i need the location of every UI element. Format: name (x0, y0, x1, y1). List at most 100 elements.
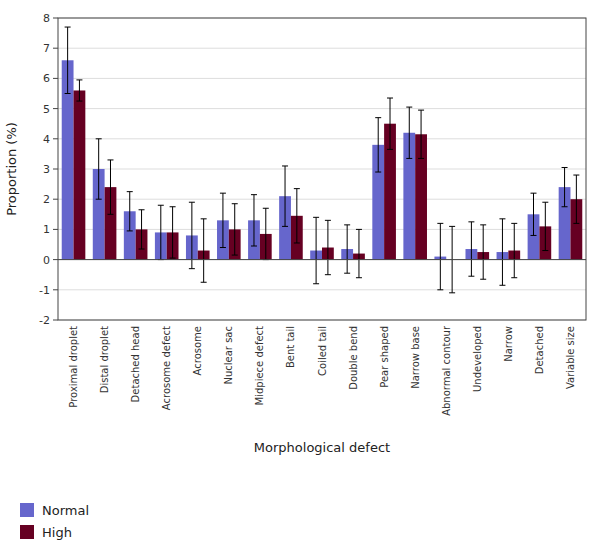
error-cap (387, 149, 393, 150)
error-cap (127, 191, 133, 192)
error-line (316, 217, 317, 283)
error-cap (158, 205, 164, 206)
error-bar (480, 225, 486, 279)
error-cap (76, 79, 82, 80)
series-group (62, 27, 571, 290)
x-tick-label: Nuclear sac (223, 326, 234, 385)
x-tick-label: Proximal droplet (68, 326, 79, 408)
error-cap (573, 175, 579, 176)
error-line (347, 225, 348, 273)
error-cap (406, 158, 412, 159)
error-bar (313, 217, 319, 283)
error-bar (189, 202, 195, 268)
error-bar (406, 107, 412, 158)
error-cap (499, 285, 505, 286)
error-line (421, 110, 422, 158)
error-line (576, 175, 577, 223)
error-bar (542, 202, 548, 250)
y-tick (53, 289, 58, 290)
error-cap (449, 292, 455, 293)
x-tick-label: Variable size (565, 326, 576, 389)
error-cap (251, 194, 257, 195)
y-tick-label: 4 (43, 133, 50, 146)
error-bar (158, 205, 164, 259)
error-bar (499, 219, 505, 285)
error-line (234, 204, 235, 255)
error-cap (542, 250, 548, 251)
grid-line (58, 169, 586, 170)
error-bar (107, 160, 113, 214)
error-bar (562, 167, 568, 206)
error-bar (387, 98, 393, 149)
x-tick-labels: Proximal droplet Distal droplet Detached h… (68, 325, 576, 416)
error-line (129, 192, 130, 231)
error-bar (294, 189, 300, 243)
error-cap (232, 203, 238, 204)
y-tick (53, 78, 58, 79)
x-tick-label: Pear shaped (379, 326, 390, 388)
error-cap (251, 246, 257, 247)
x-tick-label: Coiled tail (317, 326, 328, 376)
x-tick-label: Narrow base (410, 326, 421, 389)
chart-svg: -2-1012345678Proximal dropletDistal drop… (0, 0, 600, 559)
error-cap (511, 223, 517, 224)
y-tick (53, 229, 58, 230)
error-line (253, 195, 254, 246)
grid-line (58, 78, 586, 79)
error-cap (107, 214, 113, 215)
error-cap (531, 193, 537, 194)
legend-swatch (20, 503, 34, 517)
error-bar (232, 204, 238, 255)
error-cap (220, 193, 226, 194)
error-line (378, 118, 379, 172)
error-line (141, 210, 142, 249)
error-cap (325, 220, 331, 221)
error-cap (562, 167, 568, 168)
x-tick-label: Midpiece defect (254, 326, 265, 406)
error-bar (325, 220, 331, 274)
error-cap (344, 224, 350, 225)
error-cap (313, 217, 319, 218)
error-cap (499, 218, 505, 219)
error-bar (356, 229, 362, 277)
error-line (483, 225, 484, 279)
error-cap (107, 159, 113, 160)
error-line (203, 219, 204, 282)
x-tick-label: Distal droplet (99, 326, 110, 393)
error-cap (170, 206, 176, 207)
y-tick-label: 5 (43, 103, 50, 116)
error-line (222, 193, 223, 247)
error-line (358, 229, 359, 277)
grid-line (58, 138, 586, 139)
y-tick-label: 1 (43, 223, 50, 236)
error-cap (480, 279, 486, 280)
error-line (160, 205, 161, 259)
y-tick (53, 48, 58, 49)
legend: NormalHigh (20, 503, 89, 540)
error-bar (437, 223, 443, 289)
y-tick-label: -1 (39, 284, 50, 297)
error-bar (170, 207, 176, 258)
error-cap (189, 202, 195, 203)
error-cap (65, 27, 71, 28)
error-cap (406, 107, 412, 108)
error-line (327, 220, 328, 274)
error-bar (375, 118, 381, 172)
error-bar (96, 139, 102, 199)
error-bar (127, 192, 133, 231)
error-cap (387, 98, 393, 99)
grid-line (58, 289, 586, 290)
error-line (296, 189, 297, 243)
y-tick-label: 8 (43, 12, 50, 25)
y-tick-label: 3 (43, 163, 50, 176)
error-cap (542, 202, 548, 203)
error-cap (294, 242, 300, 243)
error-line (440, 223, 441, 289)
error-cap (76, 101, 82, 102)
y-tick (53, 138, 58, 139)
grid-line (58, 48, 586, 49)
error-cap (232, 255, 238, 256)
error-cap (139, 209, 145, 210)
series-group (74, 80, 583, 293)
x-tick-label: Detached head (130, 326, 141, 402)
